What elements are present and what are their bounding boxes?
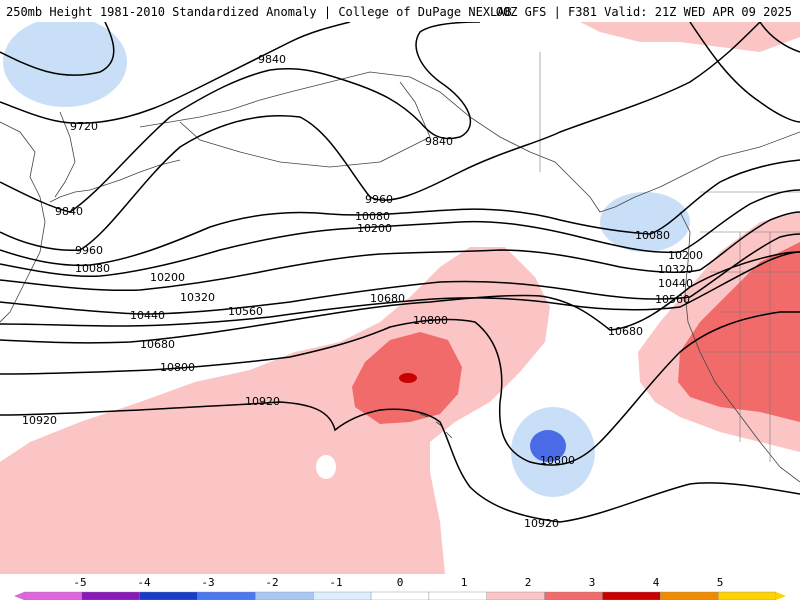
contour-label-9840b: 9840 xyxy=(55,205,83,218)
colorbar-segment xyxy=(486,591,545,601)
contour-label-9720: 9720 xyxy=(70,120,98,133)
colorbar-tick-label: -4 xyxy=(137,576,151,589)
colorbar-segment xyxy=(428,591,487,601)
contour-label-10320a: 10320 xyxy=(180,291,215,304)
contour-label-10680b: 10680 xyxy=(370,292,405,305)
contour-label-10080b: 10080 xyxy=(75,262,110,275)
contour-label-9960a: 9960 xyxy=(365,193,393,206)
colorbar-left-arrow xyxy=(14,592,24,600)
map-frame: 9840 9720 9840 9840 9960 9960 10080 1008… xyxy=(0,22,800,574)
contour-10800 xyxy=(0,311,800,466)
colorbar-tick-label: 2 xyxy=(524,576,532,589)
anomaly-shading xyxy=(0,22,800,574)
contour-label-9960b: 9960 xyxy=(75,244,103,257)
white-gap-pacific xyxy=(316,455,336,479)
alaska-coast-south xyxy=(179,81,431,168)
colorbar-tick-label: 3 xyxy=(588,576,596,589)
negative-anomaly-pacific-nw xyxy=(600,192,690,252)
model-run-info: 00Z GFS | F381 Valid: 21Z WED APR 09 202… xyxy=(495,5,792,19)
contour-label-10680a: 10680 xyxy=(140,338,175,351)
aleutian-islands xyxy=(49,159,181,203)
contour-east-2 xyxy=(759,22,800,53)
colorbar-segment xyxy=(370,591,430,601)
canada-coast xyxy=(614,131,800,208)
colorbar-tick-label: -1 xyxy=(329,576,343,589)
colorbar-tick-label: -3 xyxy=(201,576,215,589)
contour-east xyxy=(689,22,800,123)
contour-label-10680c: 10680 xyxy=(608,325,643,338)
contour-label-10560a: 10560 xyxy=(228,305,263,318)
contour-label-10920b: 10920 xyxy=(245,395,280,408)
colorbar-right-arrow xyxy=(776,592,786,600)
colorbar-scale xyxy=(14,591,786,601)
colorbar-tick-label: 0 xyxy=(396,576,404,589)
contour-label-10200a: 10200 xyxy=(357,222,392,235)
contour-9960 xyxy=(0,22,761,252)
positive-anomaly-region-pacific xyxy=(0,247,550,574)
contour-label-9840c: 9840 xyxy=(425,135,453,148)
negative-anomaly-bering xyxy=(3,22,127,107)
contour-9840-main xyxy=(0,22,481,213)
height-contours xyxy=(0,22,800,523)
colorbar-segment xyxy=(81,591,140,601)
colorbar-tick-label: 4 xyxy=(652,576,660,589)
contour-10680 xyxy=(0,251,800,344)
height-anomaly-map: 9840 9720 9840 9840 9960 9960 10080 1008… xyxy=(0,22,800,574)
alaska-coast xyxy=(139,71,616,213)
contour-label-9840a: 9840 xyxy=(258,53,286,66)
anomaly-colorbar: -5 -4 -3 -2 -1 0 1 2 3 4 5 xyxy=(0,574,800,601)
contour-label-10440b: 10440 xyxy=(658,277,693,290)
negative-anomaly-pacific-inner xyxy=(530,430,566,462)
coastlines xyxy=(0,52,800,483)
contour-label-10920a: 10920 xyxy=(22,414,57,427)
contour-label-10080a: 10080 xyxy=(355,210,390,223)
contour-10440 xyxy=(0,233,800,315)
kamchatka xyxy=(54,111,76,198)
contour-10320 xyxy=(0,211,800,292)
contour-label-10080c: 10080 xyxy=(635,229,670,242)
colorbar-segment xyxy=(23,591,83,601)
contour-10920 xyxy=(0,401,800,523)
title-bar: 250mb Height 1981-2010 Standardized Anom… xyxy=(0,0,800,22)
contour-label-10800b: 10800 xyxy=(413,314,448,327)
colorbar-segment xyxy=(197,591,256,601)
siberia-coast xyxy=(0,121,46,323)
colorbar-segment xyxy=(602,591,661,601)
contour-label-10200c: 10200 xyxy=(668,249,703,262)
colorbar-tick-label: -5 xyxy=(73,576,87,589)
contour-label-10920c: 10920 xyxy=(524,517,559,530)
positive-anomaly-region-north xyxy=(580,22,800,52)
colorbar-segment xyxy=(544,591,603,601)
contour-label-10800a: 10800 xyxy=(160,361,195,374)
contour-label-10200b: 10200 xyxy=(150,271,185,284)
contour-label-10440a: 10440 xyxy=(130,309,165,322)
colorbar-segments xyxy=(23,591,777,601)
colorbar-segment xyxy=(660,591,719,601)
contour-10080 xyxy=(0,159,800,267)
colorbar-segment xyxy=(313,591,372,601)
us-west-coast xyxy=(679,211,800,483)
strong-positive-anomaly-west-coast xyxy=(678,242,800,422)
map-title: 250mb Height 1981-2010 Standardized Anom… xyxy=(6,5,512,19)
contour-label-10320b: 10320 xyxy=(658,263,693,276)
contour-labels: 9840 9720 9840 9840 9960 9960 10080 1008… xyxy=(22,53,703,530)
contour-9840-west xyxy=(0,22,115,76)
peak-positive-anomaly xyxy=(399,373,417,383)
colorbar-tick-label: 5 xyxy=(716,576,724,589)
colorbar-tick-label: 1 xyxy=(460,576,468,589)
colorbar-segment xyxy=(139,591,198,601)
contour-label-10800c: 10800 xyxy=(540,454,575,467)
colorbar-tick-label: -2 xyxy=(265,576,279,589)
contour-9720 xyxy=(0,22,351,125)
colorbar-segment xyxy=(717,591,777,601)
contour-10200 xyxy=(0,189,800,278)
contour-10560 xyxy=(0,251,800,327)
canada-border xyxy=(539,52,800,193)
colorbar-segment xyxy=(255,591,314,601)
contour-label-10560b: 10560 xyxy=(655,293,690,306)
